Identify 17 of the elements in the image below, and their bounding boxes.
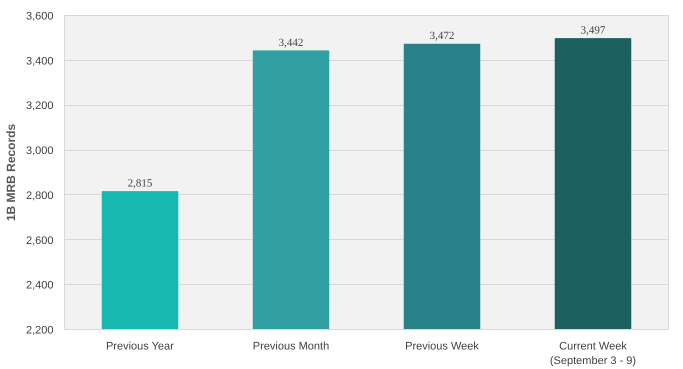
y-tick-label: 3,400 — [26, 55, 54, 68]
x-tick-label: Previous Month — [252, 340, 330, 352]
y-tick-label: 2,200 — [26, 324, 54, 336]
y-axis-title: 1B MRB Records — [4, 123, 18, 222]
y-tick-label: 2,800 — [26, 190, 54, 202]
x-tick-label: Previous Week — [405, 340, 480, 352]
data-label: 3,472 — [430, 30, 454, 42]
y-tick-label: 3,200 — [26, 100, 54, 112]
data-label: 3,442 — [278, 36, 304, 49]
y-tick-label: 3,000 — [26, 145, 54, 158]
y-tick-label: 2,600 — [26, 234, 54, 247]
y-tick-label: 3,600 — [26, 10, 54, 22]
y-tick-label: 2,400 — [26, 280, 54, 292]
x-tick-label: Current Week (September 3 - 9) — [550, 340, 636, 367]
data-label: 3,497 — [580, 24, 606, 37]
x-tick-label: Previous Year — [106, 340, 174, 352]
data-label: 2,815 — [128, 178, 153, 190]
